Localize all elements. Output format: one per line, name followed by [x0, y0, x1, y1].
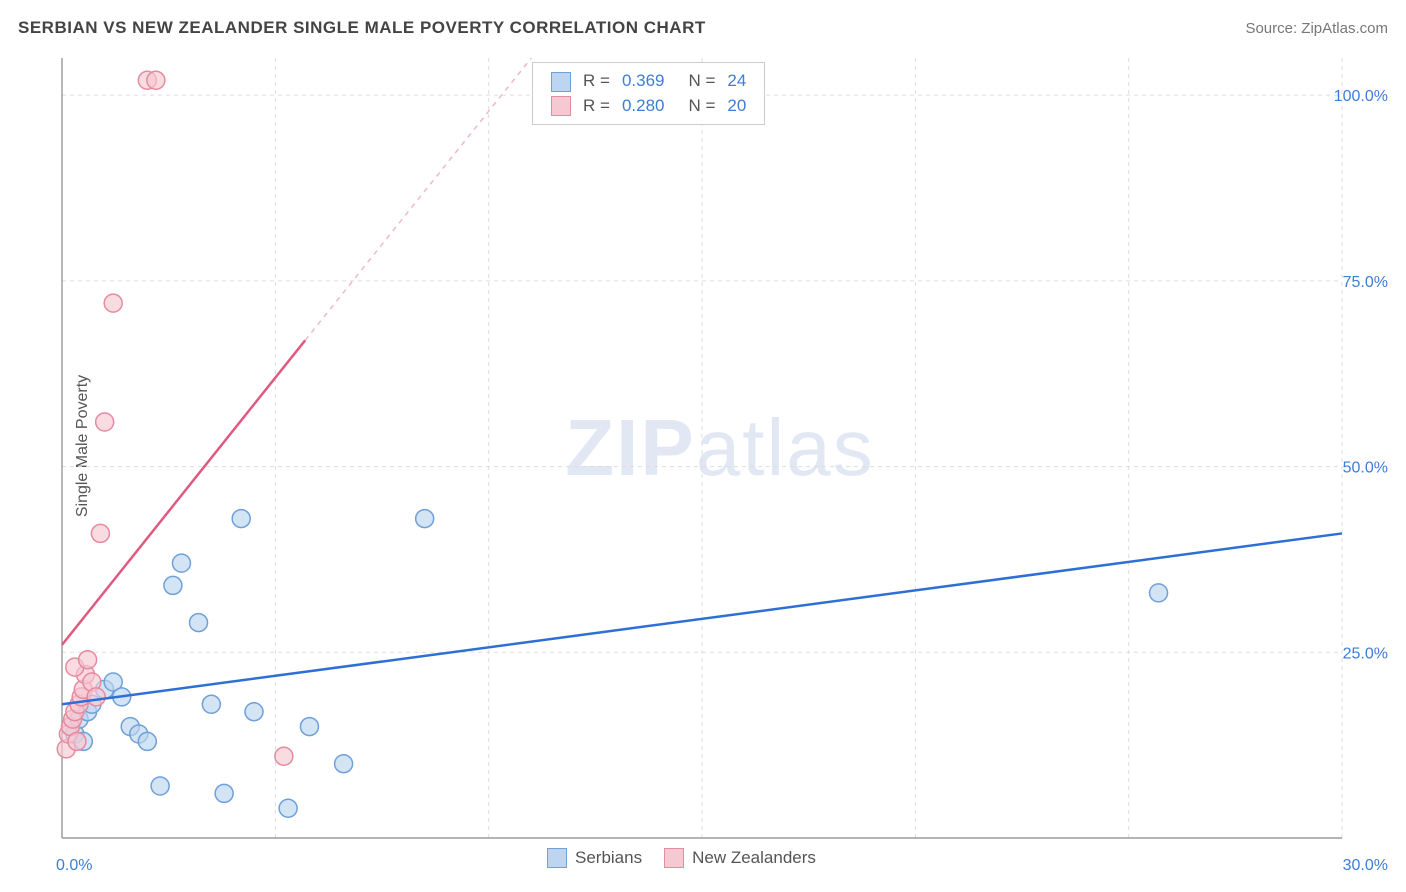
- legend-r-value: 0.369: [616, 69, 671, 94]
- data-point-serbians: [215, 784, 233, 802]
- legend-swatch: [551, 72, 571, 92]
- legend-item: Serbians: [547, 848, 642, 868]
- trend-ext-new_zealanders: [305, 58, 531, 340]
- data-point-serbians: [232, 510, 250, 528]
- data-point-new_zealanders: [104, 294, 122, 312]
- data-point-new_zealanders: [275, 747, 293, 765]
- legend-n-value: 20: [721, 94, 752, 119]
- data-point-serbians: [335, 755, 353, 773]
- legend-r-label: R =: [577, 94, 616, 119]
- data-point-new_zealanders: [68, 732, 86, 750]
- data-point-new_zealanders: [91, 524, 109, 542]
- data-point-serbians: [138, 732, 156, 750]
- chart-source: Source: ZipAtlas.com: [1245, 20, 1388, 37]
- legend-n-value: 24: [721, 69, 752, 94]
- y-tick-label: 75.0%: [1343, 274, 1388, 291]
- data-point-new_zealanders: [147, 71, 165, 89]
- data-point-serbians: [416, 510, 434, 528]
- legend-swatch: [664, 848, 684, 868]
- legend-row: R =0.369 N =24: [545, 69, 752, 94]
- legend-r-label: R =: [577, 69, 616, 94]
- y-tick-label: 25.0%: [1343, 645, 1388, 662]
- data-point-new_zealanders: [87, 688, 105, 706]
- scatter-plot: ZIPatlas 25.0%50.0%75.0%100.0%0.0%30.0% …: [52, 48, 1388, 848]
- chart-header: SERBIAN VS NEW ZEALANDER SINGLE MALE POV…: [18, 18, 1388, 38]
- legend-swatch: [547, 848, 567, 868]
- data-point-serbians: [190, 614, 208, 632]
- data-point-serbians: [172, 554, 190, 572]
- data-point-serbians: [300, 718, 318, 736]
- data-point-serbians: [164, 576, 182, 594]
- chart-svg: 25.0%50.0%75.0%100.0%0.0%30.0%: [52, 48, 1388, 878]
- y-tick-label: 50.0%: [1343, 460, 1388, 477]
- data-point-serbians: [245, 703, 263, 721]
- data-point-new_zealanders: [96, 413, 114, 431]
- legend-row: R =0.280 N =20: [545, 94, 752, 119]
- correlation-legend: R =0.369 N =24 R =0.280 N =20: [532, 62, 765, 125]
- legend-n-label: N =: [682, 69, 721, 94]
- x-tick-label: 30.0%: [1343, 857, 1388, 874]
- series-legend: Serbians New Zealanders: [547, 848, 816, 868]
- trend-new_zealanders: [62, 340, 305, 645]
- x-tick-label: 0.0%: [56, 857, 92, 874]
- chart-title: SERBIAN VS NEW ZEALANDER SINGLE MALE POV…: [18, 18, 706, 38]
- data-point-serbians: [1150, 584, 1168, 602]
- legend-swatch: [551, 96, 571, 116]
- legend-label: New Zealanders: [692, 848, 816, 868]
- data-point-serbians: [151, 777, 169, 795]
- data-point-new_zealanders: [79, 651, 97, 669]
- trend-serbians: [62, 533, 1342, 704]
- legend-label: Serbians: [575, 848, 642, 868]
- data-point-serbians: [279, 799, 297, 817]
- data-point-serbians: [202, 695, 220, 713]
- legend-item: New Zealanders: [664, 848, 816, 868]
- legend-r-value: 0.280: [616, 94, 671, 119]
- legend-n-label: N =: [682, 94, 721, 119]
